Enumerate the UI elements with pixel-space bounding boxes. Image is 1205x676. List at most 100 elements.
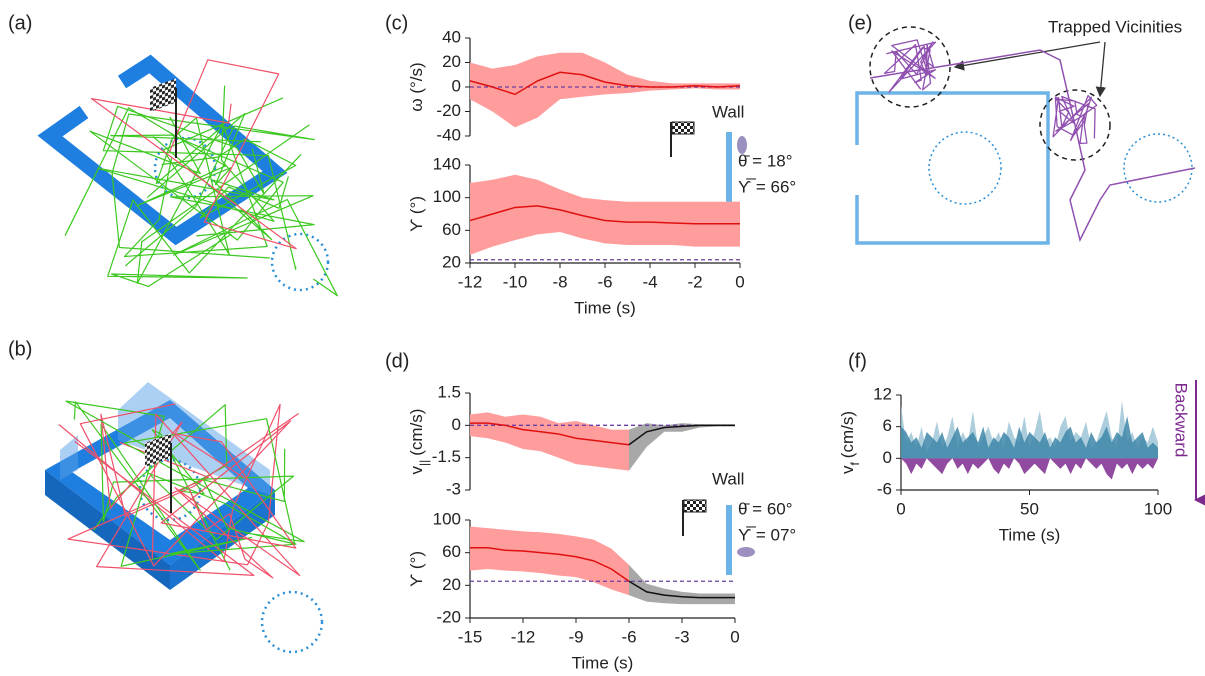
mean-line xyxy=(469,71,741,96)
x-tick-label: -12 xyxy=(511,627,536,646)
trajectory xyxy=(155,97,284,255)
y-tick-label: -1.5 xyxy=(432,447,461,466)
annotation: ϒ̅ = 07° xyxy=(738,525,796,544)
y-tick-label: 20 xyxy=(442,575,461,594)
y-axis-label-part: ϒ (°) xyxy=(407,196,426,232)
y-tick-label: 0 xyxy=(883,448,892,467)
y-axis-label-part: ω (°/s) xyxy=(407,62,426,111)
x-tick-label: -15 xyxy=(458,627,483,646)
x-tick-label: 0 xyxy=(730,627,739,646)
y-tick-label: 20 xyxy=(442,252,461,271)
trajectory xyxy=(102,105,297,270)
insect-icon xyxy=(737,136,747,154)
y-axis-label: ϒ (°) xyxy=(407,196,426,232)
flag xyxy=(150,78,176,113)
trajectory-panels xyxy=(37,26,1205,654)
x-axis-label: Time (s) xyxy=(999,525,1061,544)
x-tick-label: 0 xyxy=(896,499,905,518)
flag xyxy=(683,499,707,513)
x-axis-label: Time (s) xyxy=(572,653,634,672)
y-tick-label: 20 xyxy=(442,52,461,71)
mean-line xyxy=(470,547,630,582)
arrow xyxy=(953,41,1101,71)
panel-label: (c) xyxy=(385,12,408,34)
error-band xyxy=(470,526,629,596)
y-tick-label: -6 xyxy=(877,479,892,498)
x-tick-label: -4 xyxy=(642,272,657,291)
vicinity-circle xyxy=(1039,89,1111,161)
arena-floor xyxy=(72,418,248,540)
target-circle xyxy=(260,590,324,654)
trajectory xyxy=(883,39,937,93)
x-axis-label: Time (s) xyxy=(574,298,636,317)
vicinity-circle xyxy=(869,26,951,108)
flag xyxy=(145,433,171,468)
y-axis-label-part: v xyxy=(838,465,857,474)
flag xyxy=(671,121,695,135)
annotation: Trapped Vicinities xyxy=(1048,17,1182,36)
x-tick-label: -6 xyxy=(621,627,636,646)
area xyxy=(901,458,1158,480)
y-axis-label-part: ϒ (°) xyxy=(407,551,426,587)
x-tick-label: -10 xyxy=(503,272,528,291)
trajectory xyxy=(1052,94,1098,144)
wall-icon xyxy=(726,132,732,224)
trajectory xyxy=(64,107,246,236)
y-tick-label: 12 xyxy=(873,384,892,403)
mean-line xyxy=(628,580,735,599)
y-tick-label: 1.5 xyxy=(437,382,461,401)
y-tick-label: 140 xyxy=(433,154,461,173)
y-tick-label: 0 xyxy=(452,415,461,434)
x-tick-label: 50 xyxy=(1020,499,1039,518)
x-tick-label: -3 xyxy=(674,627,689,646)
error-band xyxy=(629,423,735,471)
x-tick-label: 100 xyxy=(1144,499,1172,518)
annotation: Wall xyxy=(712,102,744,121)
y-axis-label: ϒ (°) xyxy=(407,551,426,587)
wall-icon xyxy=(726,505,732,575)
y-tick-label: 60 xyxy=(442,542,461,561)
mean-line xyxy=(628,424,735,446)
y-tick-label: 0 xyxy=(452,76,461,95)
trajectory xyxy=(89,116,284,241)
error-band xyxy=(470,52,740,128)
panel-label: (b) xyxy=(8,338,32,360)
y-tick-label: 100 xyxy=(433,187,461,206)
y-tick-label: 40 xyxy=(442,27,461,46)
y-tick-label: 60 xyxy=(442,220,461,239)
y-tick-label: -40 xyxy=(436,125,461,144)
panel-label: (a) xyxy=(8,12,32,34)
annotation: Wall xyxy=(712,469,744,488)
panel-label: (f) xyxy=(848,350,867,372)
trajectory xyxy=(170,195,338,297)
trajectory xyxy=(869,49,1196,243)
y-axis-label-part: v xyxy=(407,465,426,474)
start-circle xyxy=(153,136,217,200)
annotation: θ̄ = 60° xyxy=(738,499,793,518)
trajectory xyxy=(91,59,297,250)
y-axis-label: ω (°/s) xyxy=(407,62,426,111)
panel-label: (d) xyxy=(385,350,409,372)
y-tick-label: 6 xyxy=(883,416,892,435)
x-tick-label: -8 xyxy=(552,272,567,291)
trajectory xyxy=(79,403,297,567)
arena-side xyxy=(45,470,170,590)
y-axis-label: vf (cm/s) xyxy=(838,411,862,474)
y-axis-label: v|| (cm/s) xyxy=(407,409,431,475)
trajectory xyxy=(107,153,302,287)
x-tick-label: -12 xyxy=(458,272,483,291)
target-circle xyxy=(1123,133,1193,203)
x-tick-label: 0 xyxy=(735,272,744,291)
target-circle xyxy=(270,232,330,292)
insect-icon xyxy=(737,547,755,557)
error-band xyxy=(629,564,735,605)
arena-wall-transparent xyxy=(60,435,78,480)
x-tick-label: -6 xyxy=(597,272,612,291)
y-tick-label: 100 xyxy=(433,509,461,528)
start-circle xyxy=(928,131,1002,205)
mean-line xyxy=(470,422,630,446)
mean-line xyxy=(469,205,740,225)
error-band xyxy=(470,174,740,255)
y-axis-label-part: || xyxy=(417,460,431,466)
